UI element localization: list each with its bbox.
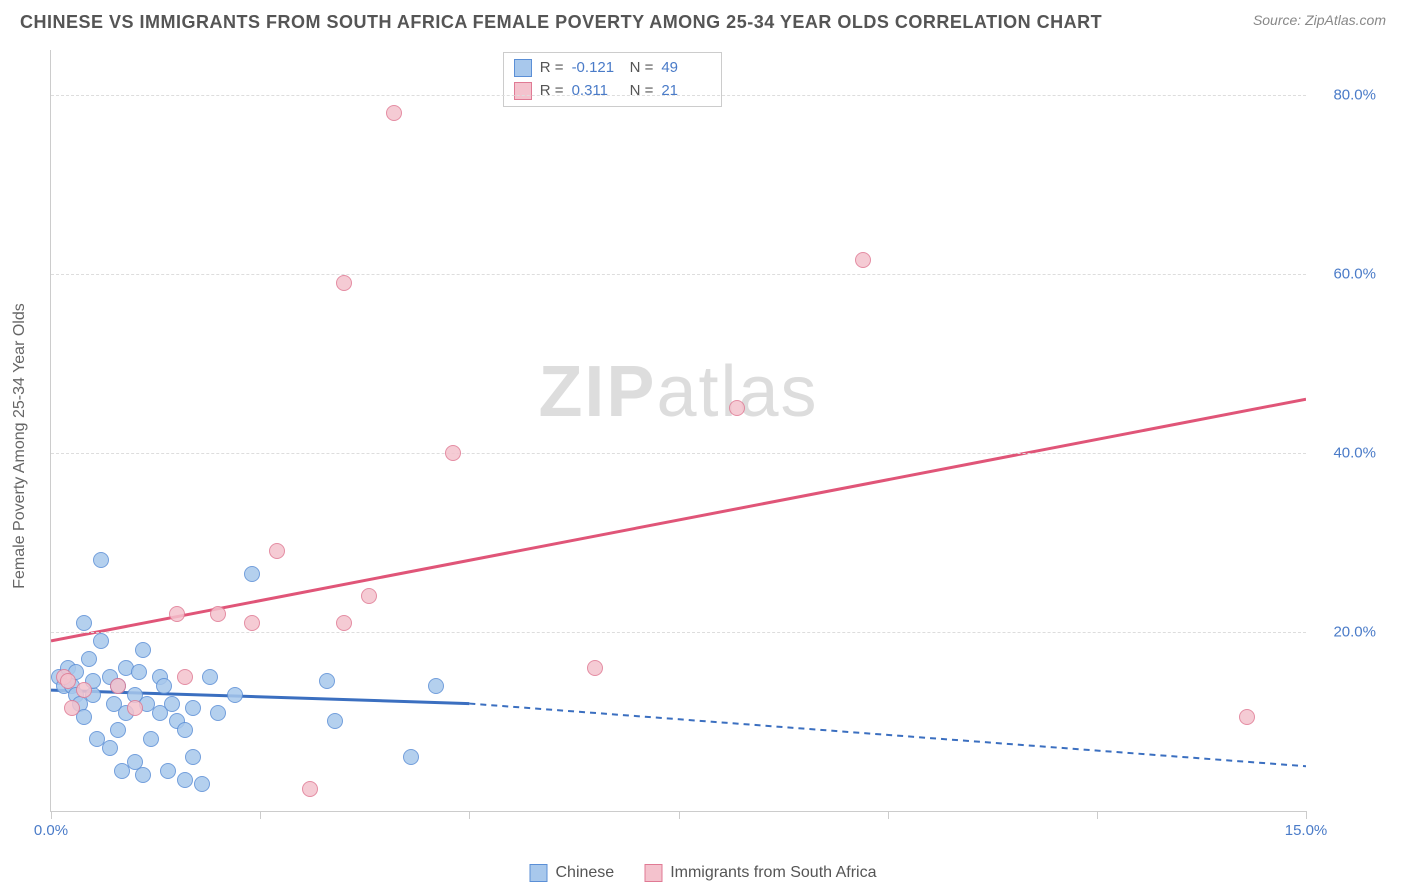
data-point bbox=[93, 633, 109, 649]
data-point bbox=[110, 678, 126, 694]
data-point bbox=[131, 664, 147, 680]
data-point bbox=[177, 669, 193, 685]
gridline bbox=[51, 632, 1306, 633]
data-point bbox=[319, 673, 335, 689]
legend-swatch-2 bbox=[644, 864, 662, 882]
data-point bbox=[361, 588, 377, 604]
data-point bbox=[185, 749, 201, 765]
xtick-label-left: 0.0% bbox=[34, 822, 68, 839]
data-point bbox=[169, 606, 185, 622]
legend-label-2: Immigrants from South Africa bbox=[670, 864, 876, 882]
data-point bbox=[185, 700, 201, 716]
data-point bbox=[336, 275, 352, 291]
ytick-label: 60.0% bbox=[1316, 265, 1376, 282]
data-point bbox=[855, 252, 871, 268]
stats-row-2: R = 0.311 N = 21 bbox=[514, 80, 712, 103]
data-point bbox=[327, 713, 343, 729]
data-point bbox=[445, 445, 461, 461]
xtick bbox=[679, 811, 680, 819]
watermark: ZIPatlas bbox=[538, 351, 818, 433]
data-point bbox=[386, 105, 402, 121]
legend-label-1: Chinese bbox=[556, 864, 615, 882]
legend-item-2: Immigrants from South Africa bbox=[644, 864, 876, 882]
data-point bbox=[587, 660, 603, 676]
data-point bbox=[127, 700, 143, 716]
data-point bbox=[227, 687, 243, 703]
stats-legend: R = -0.121 N = 49 R = 0.311 N = 21 bbox=[503, 52, 723, 107]
data-point bbox=[164, 696, 180, 712]
data-point bbox=[102, 740, 118, 756]
data-point bbox=[76, 615, 92, 631]
xtick bbox=[888, 811, 889, 819]
data-point bbox=[244, 566, 260, 582]
data-point bbox=[177, 772, 193, 788]
data-point bbox=[135, 642, 151, 658]
swatch-series-1 bbox=[514, 59, 532, 77]
xtick-label-right: 15.0% bbox=[1285, 822, 1328, 839]
data-point bbox=[244, 615, 260, 631]
legend-item-1: Chinese bbox=[530, 864, 615, 882]
r-value-1: -0.121 bbox=[572, 57, 622, 80]
gridline bbox=[51, 274, 1306, 275]
data-point bbox=[81, 651, 97, 667]
data-point bbox=[729, 400, 745, 416]
chart-title: CHINESE VS IMMIGRANTS FROM SOUTH AFRICA … bbox=[20, 12, 1102, 33]
data-point bbox=[202, 669, 218, 685]
data-point bbox=[93, 552, 109, 568]
data-point bbox=[403, 749, 419, 765]
gridline bbox=[51, 453, 1306, 454]
ytick-label: 20.0% bbox=[1316, 623, 1376, 640]
data-point bbox=[302, 781, 318, 797]
data-point bbox=[177, 722, 193, 738]
data-point bbox=[156, 678, 172, 694]
xtick bbox=[469, 811, 470, 819]
data-point bbox=[64, 700, 80, 716]
ytick-label: 40.0% bbox=[1316, 444, 1376, 461]
xtick bbox=[260, 811, 261, 819]
r-value-2: 0.311 bbox=[572, 80, 622, 103]
n-value-2: 21 bbox=[661, 80, 711, 103]
data-point bbox=[194, 776, 210, 792]
data-point bbox=[76, 682, 92, 698]
swatch-series-2 bbox=[514, 82, 532, 100]
chart-area: Female Poverty Among 25-34 Year Olds ZIP… bbox=[50, 50, 1386, 842]
data-point bbox=[135, 767, 151, 783]
bottom-legend: Chinese Immigrants from South Africa bbox=[530, 864, 877, 882]
data-point bbox=[1239, 709, 1255, 725]
data-point bbox=[60, 673, 76, 689]
data-point bbox=[143, 731, 159, 747]
data-point bbox=[160, 763, 176, 779]
xtick bbox=[51, 811, 52, 819]
data-point bbox=[210, 705, 226, 721]
data-point bbox=[210, 606, 226, 622]
y-axis-label: Female Poverty Among 25-34 Year Olds bbox=[11, 303, 29, 589]
plot-region: ZIPatlas R = -0.121 N = 49 R = 0.311 N =… bbox=[50, 50, 1306, 812]
xtick bbox=[1306, 811, 1307, 819]
ytick-label: 80.0% bbox=[1316, 86, 1376, 103]
stats-row-1: R = -0.121 N = 49 bbox=[514, 57, 712, 80]
data-point bbox=[336, 615, 352, 631]
gridline bbox=[51, 95, 1306, 96]
data-point bbox=[269, 543, 285, 559]
source-label: Source: ZipAtlas.com bbox=[1253, 12, 1386, 28]
n-value-1: 49 bbox=[661, 57, 711, 80]
xtick bbox=[1097, 811, 1098, 819]
data-point bbox=[110, 722, 126, 738]
legend-swatch-1 bbox=[530, 864, 548, 882]
data-point bbox=[428, 678, 444, 694]
